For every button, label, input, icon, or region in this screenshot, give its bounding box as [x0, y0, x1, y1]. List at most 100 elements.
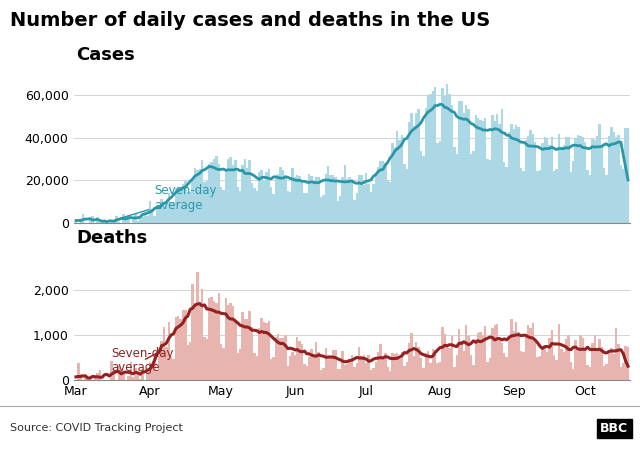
Bar — [89, 216, 92, 223]
Bar — [415, 342, 417, 380]
Bar — [265, 172, 268, 223]
Bar — [539, 171, 541, 223]
Bar — [508, 132, 510, 223]
Bar — [158, 349, 161, 380]
Bar — [625, 346, 627, 380]
Bar — [370, 192, 372, 223]
Bar — [218, 293, 220, 380]
Bar — [520, 351, 522, 380]
Bar — [313, 182, 315, 223]
Bar — [403, 366, 406, 380]
Bar — [365, 363, 367, 380]
Bar — [389, 182, 391, 223]
Bar — [463, 113, 465, 223]
Bar — [515, 322, 517, 380]
Bar — [196, 170, 198, 223]
Bar — [294, 177, 296, 223]
Bar — [503, 353, 506, 380]
Bar — [460, 101, 463, 223]
Bar — [134, 368, 137, 380]
Bar — [586, 364, 589, 380]
Bar — [474, 115, 477, 223]
Bar — [324, 174, 327, 223]
Bar — [458, 328, 460, 380]
Bar — [101, 222, 103, 223]
Bar — [296, 175, 298, 223]
Bar — [444, 334, 446, 380]
Bar — [148, 201, 151, 223]
Bar — [353, 200, 356, 223]
Bar — [598, 124, 601, 223]
Bar — [525, 140, 527, 223]
Bar — [374, 362, 377, 380]
Bar — [543, 137, 546, 223]
Bar — [391, 353, 394, 380]
Bar — [493, 325, 496, 380]
Bar — [424, 108, 427, 223]
Bar — [482, 335, 484, 380]
Bar — [394, 147, 396, 223]
Bar — [380, 344, 381, 380]
Bar — [558, 324, 560, 380]
Bar — [137, 221, 139, 223]
Bar — [232, 165, 234, 223]
Bar — [534, 143, 536, 223]
Bar — [134, 214, 137, 223]
Bar — [230, 303, 232, 380]
Bar — [449, 348, 451, 380]
Bar — [627, 347, 629, 380]
Bar — [446, 346, 449, 380]
Bar — [313, 356, 315, 380]
Bar — [550, 137, 553, 223]
Bar — [265, 323, 268, 380]
Bar — [553, 355, 556, 380]
Bar — [513, 331, 515, 380]
Bar — [168, 322, 170, 380]
Bar — [341, 351, 344, 380]
Bar — [398, 360, 401, 380]
Bar — [605, 364, 608, 380]
Bar — [436, 143, 439, 223]
Bar — [360, 356, 363, 380]
Bar — [146, 371, 148, 380]
Bar — [380, 161, 381, 223]
Bar — [163, 327, 165, 380]
Bar — [144, 215, 146, 223]
Bar — [415, 113, 417, 223]
Bar — [337, 369, 339, 380]
Bar — [410, 113, 413, 223]
Bar — [387, 367, 389, 380]
Bar — [175, 188, 177, 223]
Bar — [324, 348, 327, 380]
Bar — [294, 355, 296, 380]
Bar — [298, 176, 301, 223]
Bar — [234, 320, 237, 380]
Bar — [372, 368, 374, 380]
Bar — [563, 351, 565, 380]
Bar — [572, 161, 575, 223]
Bar — [406, 169, 408, 223]
Bar — [522, 352, 525, 380]
Bar — [241, 312, 244, 380]
Bar — [396, 353, 398, 380]
Bar — [451, 336, 453, 380]
Bar — [570, 362, 572, 380]
Bar — [608, 352, 610, 380]
Bar — [260, 319, 263, 380]
Bar — [353, 367, 356, 380]
Bar — [205, 181, 208, 223]
Bar — [182, 184, 184, 223]
Bar — [289, 356, 291, 380]
Bar — [239, 191, 241, 223]
Bar — [75, 220, 77, 223]
Bar — [456, 154, 458, 223]
Bar — [306, 366, 308, 380]
Bar — [115, 216, 118, 223]
Bar — [618, 135, 620, 223]
Bar — [251, 183, 253, 223]
Bar — [211, 297, 212, 380]
Bar — [253, 188, 255, 223]
Bar — [622, 364, 625, 380]
Bar — [270, 187, 272, 223]
Bar — [275, 338, 277, 380]
